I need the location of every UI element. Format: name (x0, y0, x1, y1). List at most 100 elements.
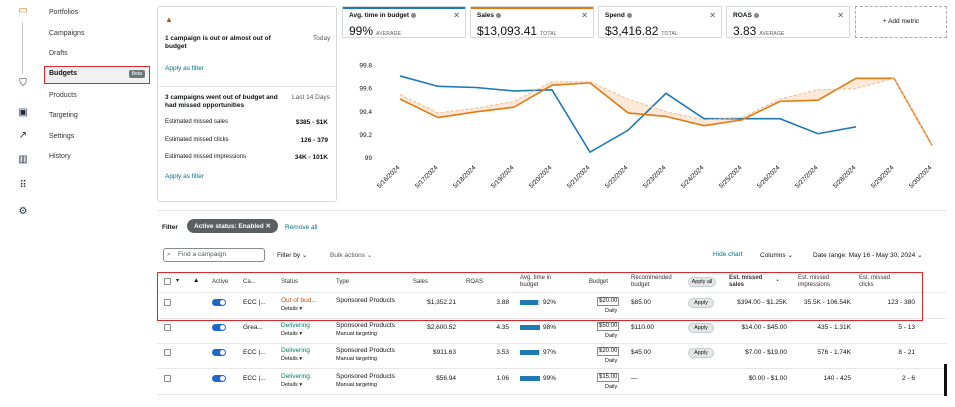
campaign-type: Sponsored Products (336, 297, 395, 304)
nav-item-drafts[interactable]: Drafts (49, 50, 68, 57)
header-active[interactable]: Active (212, 279, 229, 285)
active-toggle[interactable] (212, 375, 226, 382)
rec-card1-title: 1 campaign is out or almost out of budge… (165, 35, 271, 50)
metric-color-bar (471, 7, 593, 9)
apply-button[interactable]: Apply (688, 323, 714, 333)
est-missed-impressions: 140 - 425 (823, 375, 851, 382)
header-est-missed-sales[interactable]: Est. missed sales (729, 275, 763, 288)
avg-time-progress (520, 376, 540, 381)
status-details-link[interactable]: Details ▾ (281, 356, 303, 362)
media-icon[interactable]: ▣ (18, 107, 28, 118)
filter-label: Filter (162, 224, 178, 231)
nav-item-settings[interactable]: Settings (49, 133, 75, 140)
filter-chip-active-status[interactable]: Active status: Enabled ✕ (187, 219, 278, 233)
header-campaign[interactable]: Ca... (243, 279, 256, 285)
trend-icon[interactable]: ↗ (18, 130, 28, 141)
budget-input[interactable]: $50.00 (597, 322, 620, 331)
header-est-missed-clicks[interactable]: Est. missed clicks (859, 275, 891, 288)
shield-icon[interactable]: ⛉ (19, 78, 27, 89)
x-tick-label: 5/30/2024 (908, 164, 934, 190)
x-tick-label: 5/29/2024 (870, 164, 896, 190)
add-metric-button[interactable]: + Add metric (855, 6, 947, 38)
date-range-dropdown[interactable]: Date range: May 16 - May 30, 2024 ⌄ (813, 251, 923, 259)
bulk-actions-dropdown[interactable]: Bulk actions ⌄ (330, 251, 372, 259)
x-tick-label: 5/19/2024 (490, 164, 516, 190)
apply-button[interactable]: Apply (688, 348, 714, 358)
row-checkbox[interactable] (164, 375, 171, 382)
sort-desc-icon[interactable]: ⌄ (775, 277, 781, 283)
rec-card2-apply-filter[interactable]: Apply as filter (165, 173, 205, 180)
active-toggle[interactable] (212, 349, 226, 356)
series-line-1 (399, 77, 933, 146)
row-divider (157, 343, 947, 344)
header-budget[interactable]: Budget (589, 279, 609, 285)
avg-time-progress (520, 350, 540, 355)
filter-by-dropdown[interactable]: Filter by ⌄ (277, 251, 307, 259)
close-icon[interactable]: ✕ (453, 11, 460, 20)
active-toggle[interactable] (212, 299, 226, 306)
budget-input[interactable]: $20.00 (597, 297, 620, 306)
x-tick-label: 5/18/2024 (452, 164, 478, 190)
campaign-manager-icon[interactable]: ▭ (18, 5, 28, 16)
rec-card1-apply-filter[interactable]: Apply as filter (165, 65, 205, 72)
nav-item-targeting[interactable]: Targeting (49, 112, 78, 119)
nav-item-portfolios[interactable]: Portfolios (49, 9, 79, 16)
campaign-type: Sponsored Products (336, 322, 395, 329)
y-tick-label: 99.2 (359, 132, 372, 139)
budget-period: Daily (605, 384, 618, 390)
est-missed-clicks: 2 - 6 (901, 375, 915, 382)
header-est-missed-impressions[interactable]: Est. missed impressions (798, 275, 831, 288)
header-sales[interactable]: Sales (413, 279, 429, 285)
remove-chip-icon[interactable]: ✕ (265, 223, 271, 230)
rec-card2-title: 3 campaigns went out of budget and had m… (165, 94, 278, 109)
apply-button[interactable]: Apply (688, 298, 714, 308)
hide-chart-link[interactable]: Hide chart (713, 251, 743, 258)
apply-all-button[interactable]: Apply all (688, 277, 716, 287)
campaign-name[interactable]: ECC |... (243, 349, 266, 356)
row-divider (157, 368, 947, 369)
row-checkbox[interactable] (164, 299, 171, 306)
budget-input[interactable]: $15.00 (597, 373, 620, 382)
nav-item-products[interactable]: Products (49, 92, 77, 99)
campaign-name[interactable]: ECC |... (243, 375, 266, 382)
row-checkbox[interactable] (164, 324, 171, 331)
nav-item-campaigns[interactable]: Campaigns (49, 30, 85, 37)
nav-item-budgets[interactable]: Budgets Beta (44, 66, 150, 84)
header-status[interactable]: Status (281, 279, 299, 285)
bar-chart-icon[interactable]: ▥ (18, 154, 28, 165)
select-chevron-icon[interactable]: ▾ (176, 278, 180, 284)
header-roas[interactable]: ROAS (466, 279, 484, 285)
status-text: Delivering (281, 322, 310, 329)
remove-all-link[interactable]: Remove all (285, 224, 318, 231)
close-icon[interactable]: ✕ (837, 11, 844, 20)
select-all-checkbox[interactable] (164, 278, 171, 285)
columns-dropdown[interactable]: Columns ⌄ (760, 251, 793, 259)
campaign-name[interactable]: ECC |... (243, 299, 266, 306)
apps-grid-icon[interactable]: ⠿ (19, 180, 27, 191)
row-checkbox[interactable] (164, 349, 171, 356)
budget-period: Daily (605, 308, 618, 314)
status-details-link[interactable]: Details ▾ (281, 331, 303, 337)
progress-fill (520, 300, 539, 305)
nav-item-history[interactable]: History (49, 153, 71, 160)
metric-roas[interactable]: ROAS 3.83 AVERAGE ✕ (726, 6, 850, 38)
rec-missed-clicks-label: Estimated missed clicks (165, 137, 229, 143)
active-toggle[interactable] (212, 324, 226, 331)
close-icon[interactable]: ✕ (709, 11, 716, 20)
status-details-link[interactable]: Details ▾ (281, 306, 303, 312)
rec-card1-when: Today (313, 35, 331, 42)
metric-sales[interactable]: Sales $13,093.41 TOTAL ✕ (470, 6, 594, 38)
header-avg-time[interactable]: Avg. time in budget (520, 275, 552, 288)
metric-spend[interactable]: Spend $3,416.82 TOTAL ✕ (598, 6, 722, 38)
header-recommended[interactable]: Recommended budget (631, 275, 672, 288)
budget-input[interactable]: $20.00 (597, 347, 620, 356)
campaign-name[interactable]: Grea... (243, 324, 263, 331)
search-input[interactable]: ⌕ Find a campaign (163, 248, 265, 262)
status-details-link[interactable]: Details ▾ (281, 382, 303, 388)
close-icon[interactable]: ✕ (581, 11, 588, 20)
progress-fill (520, 350, 540, 355)
header-type[interactable]: Type (336, 279, 350, 285)
settings-gear-icon[interactable]: ⚙ (18, 206, 28, 217)
metric-avg-time-in-budget[interactable]: Avg. time in budget 99% AVERAGE ✕ (342, 6, 466, 38)
scroll-marker[interactable] (944, 364, 947, 396)
